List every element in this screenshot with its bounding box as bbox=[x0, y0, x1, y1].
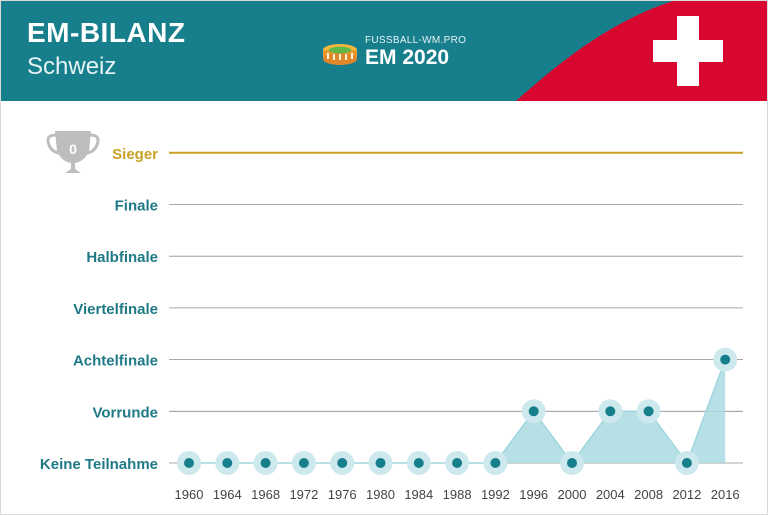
data-point-dot bbox=[681, 458, 692, 468]
stage-label: Keine Teilnahme bbox=[40, 456, 158, 473]
data-point-2008 bbox=[636, 399, 661, 424]
data-point-dot bbox=[605, 406, 616, 417]
data-point-dot bbox=[222, 458, 233, 468]
header-banner: EM-BILANZ Schweiz FUSSBALL-WM.PRO EM 202… bbox=[1, 1, 767, 101]
swiss-flag-banner bbox=[516, 1, 767, 101]
stage-label: Achtelfinale bbox=[73, 353, 158, 370]
stage-label: Sieger bbox=[112, 146, 158, 163]
data-point-1996 bbox=[521, 399, 546, 424]
page-subtitle: Schweiz bbox=[27, 53, 117, 80]
brand-site-name: FUSSBALL-WM.PRO bbox=[365, 35, 467, 46]
data-point-dot bbox=[375, 458, 386, 468]
x-tick-label: 1960 bbox=[175, 487, 204, 502]
x-tick-label: 2008 bbox=[634, 487, 663, 502]
x-tick-label: 2016 bbox=[711, 487, 740, 502]
x-tick-label: 2000 bbox=[558, 487, 587, 502]
x-tick-label: 1992 bbox=[481, 487, 510, 502]
data-point-dot bbox=[260, 458, 271, 468]
brand-event-name: EM 2020 bbox=[365, 46, 450, 69]
data-point-dot bbox=[567, 458, 577, 468]
data-point-1984 bbox=[406, 451, 431, 475]
data-point-2012 bbox=[674, 451, 699, 475]
x-tick-label: 1984 bbox=[404, 487, 433, 502]
x-tick-label: 1996 bbox=[519, 487, 548, 502]
data-point-dot bbox=[337, 458, 348, 468]
swiss-cross-horizontal bbox=[653, 40, 723, 62]
stage-label: Vorrunde bbox=[92, 404, 158, 421]
x-tick-label: 2012 bbox=[672, 487, 701, 502]
data-point-1960 bbox=[177, 451, 201, 475]
data-point-dot bbox=[298, 458, 309, 468]
x-tick-label: 2004 bbox=[596, 487, 625, 502]
data-point-1972 bbox=[291, 451, 316, 475]
data-point-1992 bbox=[483, 451, 508, 475]
stage-label: Viertelfinale bbox=[73, 301, 158, 318]
data-point-dot bbox=[528, 406, 539, 417]
x-tick-label: 1988 bbox=[443, 487, 472, 502]
data-point-1988 bbox=[445, 451, 470, 475]
data-point-dot bbox=[643, 406, 654, 417]
data-point-dot bbox=[720, 354, 731, 365]
trophy-count: 0 bbox=[69, 141, 77, 157]
x-tick-label: 1972 bbox=[289, 487, 318, 502]
data-point-1976 bbox=[330, 451, 355, 475]
x-tick-label: 1964 bbox=[213, 487, 242, 502]
data-point-dot bbox=[184, 458, 194, 468]
x-tick-layer: 1960 1964 1968 1972 1976 1980 1984 1988 1992 1996… bbox=[175, 487, 740, 502]
data-point-1980 bbox=[368, 451, 393, 475]
data-point-1968 bbox=[253, 451, 278, 475]
stadium-icon bbox=[323, 44, 357, 65]
data-point-2004 bbox=[598, 399, 623, 424]
data-point-2000 bbox=[560, 451, 584, 475]
data-point-dot bbox=[413, 458, 424, 468]
point-layer bbox=[177, 347, 738, 475]
stage-label: Halbfinale bbox=[86, 249, 158, 266]
x-tick-label: 1976 bbox=[328, 487, 357, 502]
stage-label: Finale bbox=[115, 198, 158, 215]
data-point-dot bbox=[452, 458, 463, 468]
x-tick-label: 1968 bbox=[251, 487, 280, 502]
data-point-dot bbox=[490, 458, 501, 468]
data-point-1964 bbox=[215, 451, 240, 475]
trophy-icon: 0 bbox=[46, 131, 100, 173]
page-title: EM-BILANZ bbox=[27, 17, 186, 48]
data-point-2016 bbox=[713, 347, 738, 372]
x-tick-label: 1980 bbox=[366, 487, 395, 502]
performance-chart: 0 Keine Teilnahme Vorrunde Achtelfinale Vie… bbox=[40, 131, 743, 502]
